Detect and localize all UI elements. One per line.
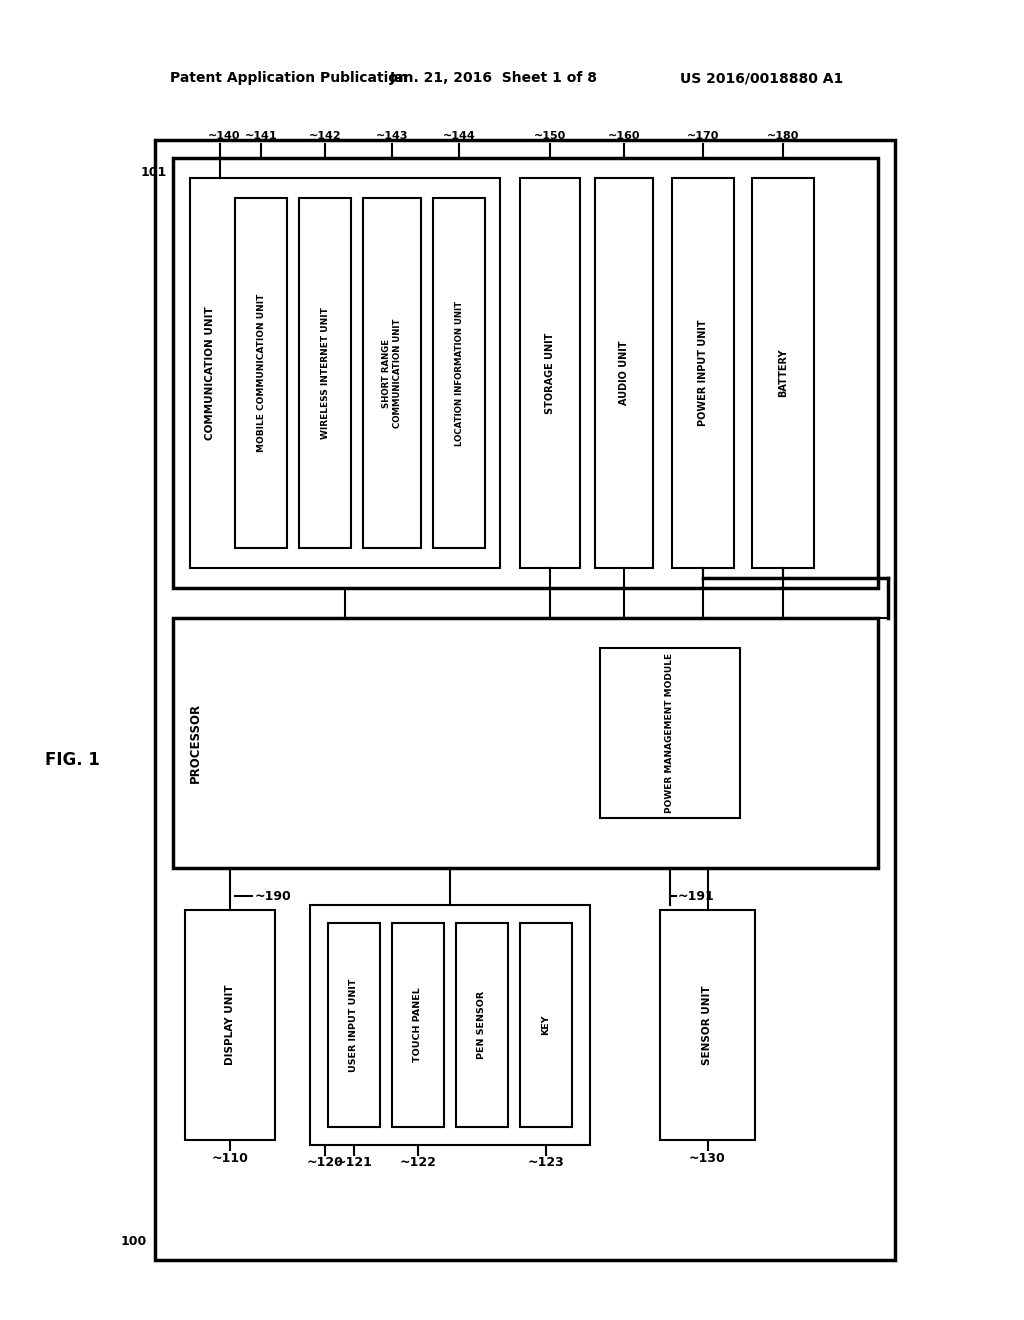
Text: 100: 100 (121, 1236, 147, 1247)
Text: ~190: ~190 (255, 890, 292, 903)
Text: COMMUNICATION UNIT: COMMUNICATION UNIT (205, 306, 215, 440)
Bar (520, 178, 580, 568)
Text: ~140: ~140 (208, 131, 241, 141)
Bar (190, 178, 500, 568)
Text: ~142: ~142 (308, 131, 341, 141)
Bar (595, 178, 653, 568)
Bar (185, 909, 275, 1140)
Text: MOBILE COMMUNICATION UNIT: MOBILE COMMUNICATION UNIT (256, 294, 265, 453)
Bar (672, 178, 734, 568)
Text: Jan. 21, 2016  Sheet 1 of 8: Jan. 21, 2016 Sheet 1 of 8 (390, 71, 598, 84)
Text: ~191: ~191 (678, 890, 715, 903)
Text: ~143: ~143 (376, 131, 409, 141)
Text: ~180: ~180 (767, 131, 799, 141)
Bar (752, 178, 814, 568)
Text: KEY: KEY (542, 1015, 551, 1035)
Text: POWER MANAGEMENT MODULE: POWER MANAGEMENT MODULE (666, 653, 675, 813)
Bar (456, 923, 508, 1127)
Text: BATTERY: BATTERY (778, 348, 788, 397)
Bar (173, 618, 878, 869)
Text: ~150: ~150 (534, 131, 566, 141)
Bar (660, 909, 755, 1140)
Text: TOUCH PANEL: TOUCH PANEL (414, 987, 423, 1063)
Text: 101: 101 (140, 166, 167, 180)
Text: FIG. 1: FIG. 1 (45, 751, 99, 770)
Bar (433, 198, 485, 548)
Text: ~170: ~170 (687, 131, 719, 141)
Text: ~120: ~120 (306, 1156, 343, 1170)
Text: POWER INPUT UNIT: POWER INPUT UNIT (698, 319, 708, 426)
Bar (173, 158, 878, 587)
Text: ~121: ~121 (336, 1156, 373, 1170)
Text: AUDIO UNIT: AUDIO UNIT (618, 341, 629, 405)
Text: WIRELESS INTERNET UNIT: WIRELESS INTERNET UNIT (321, 308, 330, 440)
Text: ~160: ~160 (608, 131, 640, 141)
Bar (362, 198, 421, 548)
Bar (520, 923, 572, 1127)
Text: SHORT RANGE
COMMUNICATION UNIT: SHORT RANGE COMMUNICATION UNIT (382, 318, 401, 428)
Text: ~144: ~144 (442, 131, 475, 141)
Text: SENSOR UNIT: SENSOR UNIT (702, 985, 713, 1065)
Bar (299, 198, 351, 548)
Text: DISPLAY UNIT: DISPLAY UNIT (225, 985, 234, 1065)
Text: ~122: ~122 (399, 1156, 436, 1170)
Text: US 2016/0018880 A1: US 2016/0018880 A1 (680, 71, 843, 84)
Bar (600, 648, 740, 818)
Bar (310, 906, 590, 1144)
Text: ~123: ~123 (527, 1156, 564, 1170)
Bar (234, 198, 287, 548)
Text: STORAGE UNIT: STORAGE UNIT (545, 333, 555, 413)
Text: LOCATION INFORMATION UNIT: LOCATION INFORMATION UNIT (455, 301, 464, 446)
Text: ~141: ~141 (245, 131, 278, 141)
Text: PEN SENSOR: PEN SENSOR (477, 991, 486, 1059)
Bar (392, 923, 444, 1127)
Text: ~110: ~110 (212, 1151, 249, 1164)
Text: USER INPUT UNIT: USER INPUT UNIT (349, 978, 358, 1072)
Text: ~130: ~130 (689, 1151, 726, 1164)
Text: PROCESSOR: PROCESSOR (188, 704, 202, 783)
Bar (328, 923, 380, 1127)
Text: Patent Application Publication: Patent Application Publication (170, 71, 408, 84)
Bar (155, 140, 895, 1261)
